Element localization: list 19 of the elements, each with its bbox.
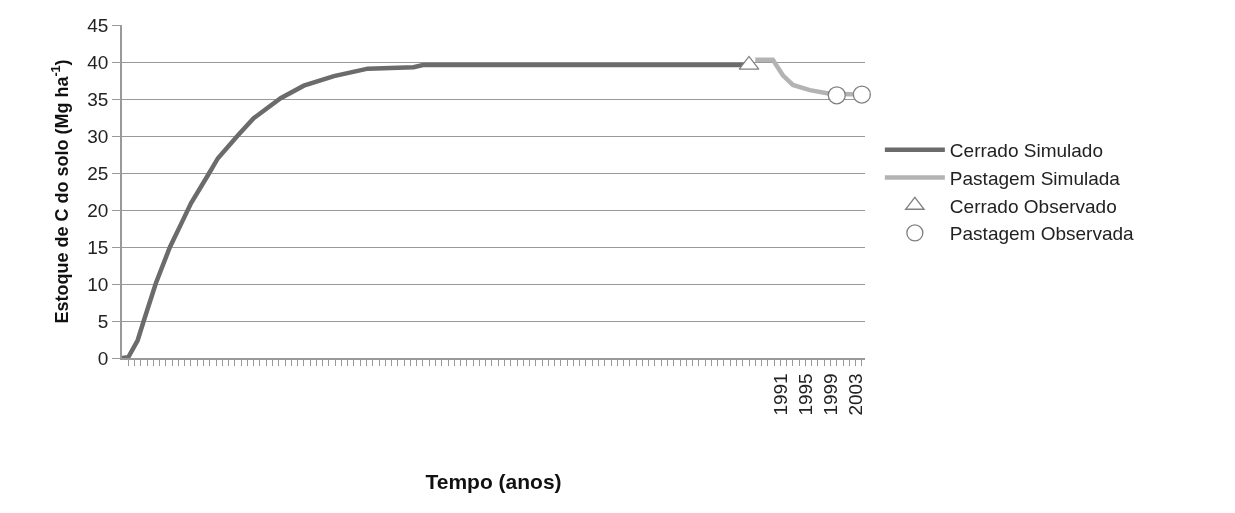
legend-label: Pastagem Observada	[949, 223, 1135, 245]
legend-label: Cerrado Simulado	[949, 140, 1103, 162]
x-tick-label: 1999	[819, 373, 841, 416]
y-tick-label: 45	[87, 14, 109, 36]
y-tick-label: 35	[87, 88, 109, 110]
y-tick-label: 30	[87, 125, 109, 147]
x-tick-label: 1995	[794, 373, 816, 416]
y-tick-label: 5	[97, 310, 109, 332]
y-tick-label: 40	[87, 51, 109, 73]
y-tick-label: 25	[87, 162, 109, 184]
x-tick-label: 2003	[844, 373, 866, 416]
y-tick-label: 0	[97, 347, 109, 369]
x-tick-label: 1991	[769, 373, 791, 416]
legend-label: Pastagem Simulada	[949, 167, 1121, 189]
legend-label: Cerrado Observado	[949, 195, 1117, 217]
y-tick-label: 10	[87, 273, 109, 295]
x-axis-title: Tempo (anos)	[425, 470, 562, 494]
y-tick-label: 15	[87, 236, 109, 258]
y-tick-label: 20	[87, 199, 109, 221]
